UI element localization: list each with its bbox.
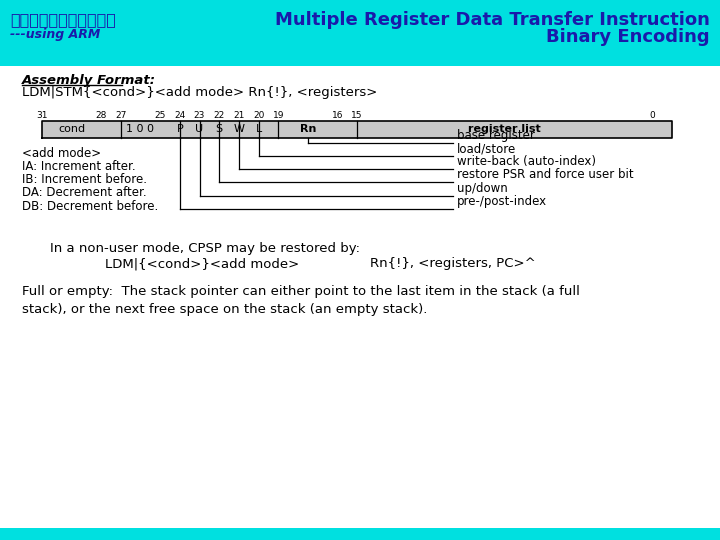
- Text: pre-/post-index: pre-/post-index: [457, 195, 547, 208]
- Text: IA: Increment after.: IA: Increment after.: [22, 160, 135, 173]
- Text: W: W: [233, 125, 244, 134]
- Text: L: L: [256, 125, 261, 134]
- Text: 20: 20: [253, 111, 264, 119]
- Text: Rn{!}, <registers, PC>^: Rn{!}, <registers, PC>^: [370, 257, 536, 270]
- Text: Full or empty:  The stack pointer can either point to the last item in the stack: Full or empty: The stack pointer can eit…: [22, 285, 580, 316]
- Text: Assembly Format:: Assembly Format:: [22, 74, 156, 87]
- Text: LDM|STM{<cond>}<add mode> Rn{!}, <registers>: LDM|STM{<cond>}<add mode> Rn{!}, <regist…: [22, 86, 377, 99]
- Text: 1 0 0: 1 0 0: [127, 125, 154, 134]
- Text: up/down: up/down: [457, 182, 508, 195]
- Text: 19: 19: [272, 111, 284, 119]
- Text: 21: 21: [233, 111, 245, 119]
- Text: load/store: load/store: [457, 142, 516, 155]
- Text: S: S: [215, 125, 222, 134]
- Text: 24: 24: [174, 111, 186, 119]
- Text: P: P: [176, 125, 183, 134]
- Text: Binary Encoding: Binary Encoding: [546, 28, 710, 46]
- Text: 27: 27: [115, 111, 127, 119]
- Text: Multiple Register Data Transfer Instruction: Multiple Register Data Transfer Instruct…: [275, 11, 710, 29]
- Text: 31: 31: [36, 111, 48, 119]
- Text: 28: 28: [95, 111, 107, 119]
- Text: 16: 16: [332, 111, 343, 119]
- Text: DA: Decrement after.: DA: Decrement after.: [22, 186, 147, 199]
- Bar: [0, 66, 720, 528]
- Text: base register: base register: [457, 129, 535, 142]
- Text: DB: Decrement before.: DB: Decrement before.: [22, 200, 158, 213]
- Text: LDM|{<cond>}<add mode>: LDM|{<cond>}<add mode>: [105, 257, 300, 270]
- Text: 22: 22: [214, 111, 225, 119]
- Text: 嵌入式系統架構軟體設計: 嵌入式系統架構軟體設計: [10, 12, 116, 27]
- Text: 0: 0: [649, 111, 655, 119]
- Text: <add mode>: <add mode>: [22, 147, 101, 160]
- Text: write-back (auto-index): write-back (auto-index): [457, 155, 596, 168]
- Bar: [42, 121, 672, 138]
- Text: IB: Increment before.: IB: Increment before.: [22, 173, 147, 186]
- Text: 15: 15: [351, 111, 363, 119]
- Text: ---using ARM: ---using ARM: [10, 28, 100, 41]
- Text: register list: register list: [468, 125, 541, 134]
- Text: 23: 23: [194, 111, 205, 119]
- Text: 25: 25: [154, 111, 166, 119]
- Text: U: U: [195, 125, 204, 134]
- Text: In a non-user mode, CPSP may be restored by:: In a non-user mode, CPSP may be restored…: [50, 242, 360, 255]
- Text: Rn: Rn: [300, 125, 316, 134]
- Text: restore PSR and force user bit: restore PSR and force user bit: [457, 168, 634, 181]
- Text: cond: cond: [58, 125, 85, 134]
